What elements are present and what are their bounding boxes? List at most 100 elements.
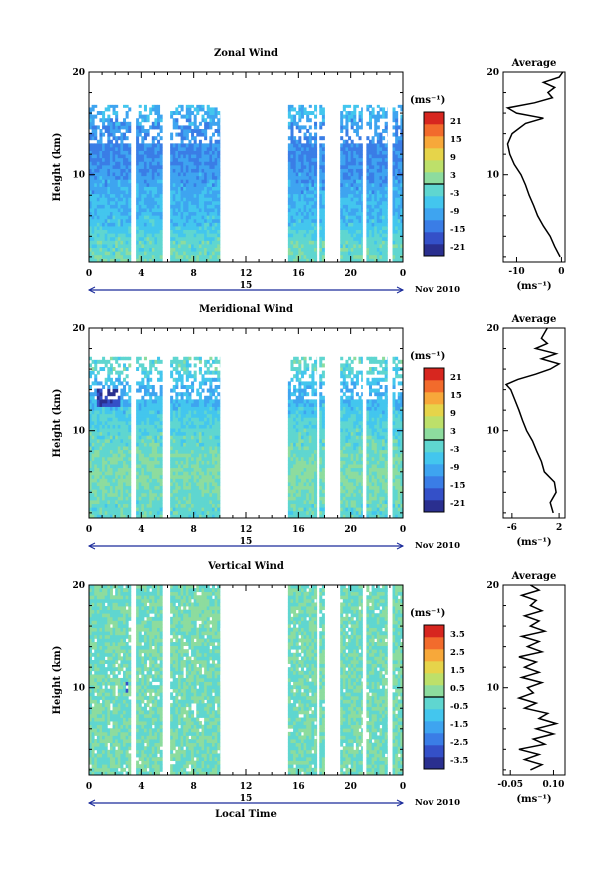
y-axis-label: Height (km) [52,389,63,458]
colorbar-tick-label: 2.5 [450,648,465,658]
colorbar-swatch [424,160,444,173]
colorbar-swatch [424,208,444,221]
average-x-tick-label: 0 [558,267,564,277]
date-bar-left-arrow [87,286,96,294]
average-x-label: (ms⁻¹) [516,794,551,805]
colorbar-swatch [424,649,444,662]
x-tick-label: 0 [86,525,92,535]
colorbar-swatch [424,488,444,501]
colorbar-tick-label: -1.5 [450,720,468,730]
colorbar-swatch [424,368,444,381]
average-profile-line [505,71,564,258]
average-y-tick-label: 10 [486,171,499,181]
date-label: 15 [240,794,253,804]
colorbar-swatch [424,428,444,441]
x-axis-label: Local Time [215,809,277,820]
colorbar-tick-label: -3 [450,445,460,455]
colorbar-swatch [424,500,444,513]
colorbar-swatch [424,625,444,638]
colorbar-swatch [424,721,444,734]
colorbar-swatch [424,172,444,185]
colorbar-swatch [424,136,444,149]
x-tick-label: 20 [344,782,357,792]
colorbar-tick-label: -21 [450,243,465,253]
x-tick-label: 8 [191,269,197,279]
wind-field [89,585,404,776]
colorbar-tick-label: -0.5 [450,702,468,712]
average-y-tick-label: 10 [486,684,499,694]
date-label: 15 [240,537,253,547]
y-tick-label: 20 [72,68,85,78]
colorbar-tick-label: -3 [450,189,460,199]
average-title: Average [511,314,557,325]
colorbar-tick-label: 15 [450,135,462,145]
average-y-tick-label: 10 [486,427,499,437]
colorbar-swatch [424,244,444,257]
average-panel: Average 20 10 -10 0 (ms⁻¹) [486,58,566,292]
panel-title: Meridional Wind [199,304,293,315]
average-x-label: (ms⁻¹) [516,281,551,292]
colorbar-swatch [424,637,444,650]
colorbar-tick-label: -2.5 [450,738,468,748]
colorbar-swatch [424,709,444,722]
date-bar-right-arrow [396,542,405,550]
average-x-label: (ms⁻¹) [516,537,551,548]
average-panel: Average 20 10 -0.05 0.10 (ms⁻¹) [486,571,566,805]
x-tick-label: 8 [191,782,197,792]
y-tick-label: 20 [72,581,85,591]
x-tick-label: 0 [400,782,406,792]
colorbar-tick-label: 0.5 [450,684,465,694]
colorbar-swatch [424,404,444,417]
colorbar-tick-label: 3.5 [450,630,465,640]
average-x-tick-label: 2 [556,523,562,533]
colorbar-tick-label: -9 [450,463,460,473]
colorbar-swatch [424,440,444,453]
colorbar-swatch [424,697,444,710]
average-x-tick-label: -0.05 [497,780,523,790]
colorbar-swatch [424,220,444,233]
x-tick-label: 8 [191,525,197,535]
colorbar-tick-label: 1.5 [450,666,465,676]
average-y-tick-label: 20 [486,581,499,591]
colorbar-swatch [424,476,444,489]
average-x-tick-label: -6 [507,523,517,533]
colorbar-tick-label: -9 [450,207,460,217]
date-bar-right-arrow [396,286,405,294]
panel-title: Zonal Wind [214,48,278,59]
x-tick-label: 12 [240,269,253,279]
colorbar-tick-label: -15 [450,225,465,235]
date-label: 15 [240,281,253,291]
date-suffix: Nov 2010 [415,285,460,295]
colorbar-swatch [424,673,444,686]
x-tick-label: 12 [240,782,253,792]
date-suffix: Nov 2010 [415,798,460,808]
colorbar-swatch [424,112,444,125]
average-x-tick-label: 0.10 [543,780,565,790]
x-tick-label: 16 [292,525,305,535]
colorbar-tick-label: 21 [450,117,462,127]
x-tick-label: 0 [400,525,406,535]
colorbar-tick-label: 15 [450,391,462,401]
x-tick-label: 4 [138,269,144,279]
wind-field [89,104,404,263]
y-tick-label: 10 [72,427,85,437]
x-tick-label: 16 [292,782,305,792]
y-tick-label: 20 [72,324,85,334]
average-profile-line [516,584,560,771]
y-axis-label: Height (km) [52,646,63,715]
date-bar-left-arrow [87,799,96,807]
average-y-tick-label: 20 [486,324,499,334]
colorbar-swatch [424,148,444,161]
colorbar-tick-label: 3 [450,171,456,181]
colorbar-tick-label: 9 [450,153,456,163]
colorbar-unit: (ms⁻¹) [410,351,445,362]
colorbar-swatch [424,184,444,197]
colorbar-tick-label: 21 [450,373,462,383]
colorbar-unit: (ms⁻¹) [410,608,445,619]
y-tick-label: 10 [72,684,85,694]
colorbar-unit: (ms⁻¹) [410,95,445,106]
average-title: Average [511,571,557,582]
colorbar-tick-label: -21 [450,499,465,509]
x-tick-label: 0 [86,782,92,792]
average-profile-line [504,327,561,514]
